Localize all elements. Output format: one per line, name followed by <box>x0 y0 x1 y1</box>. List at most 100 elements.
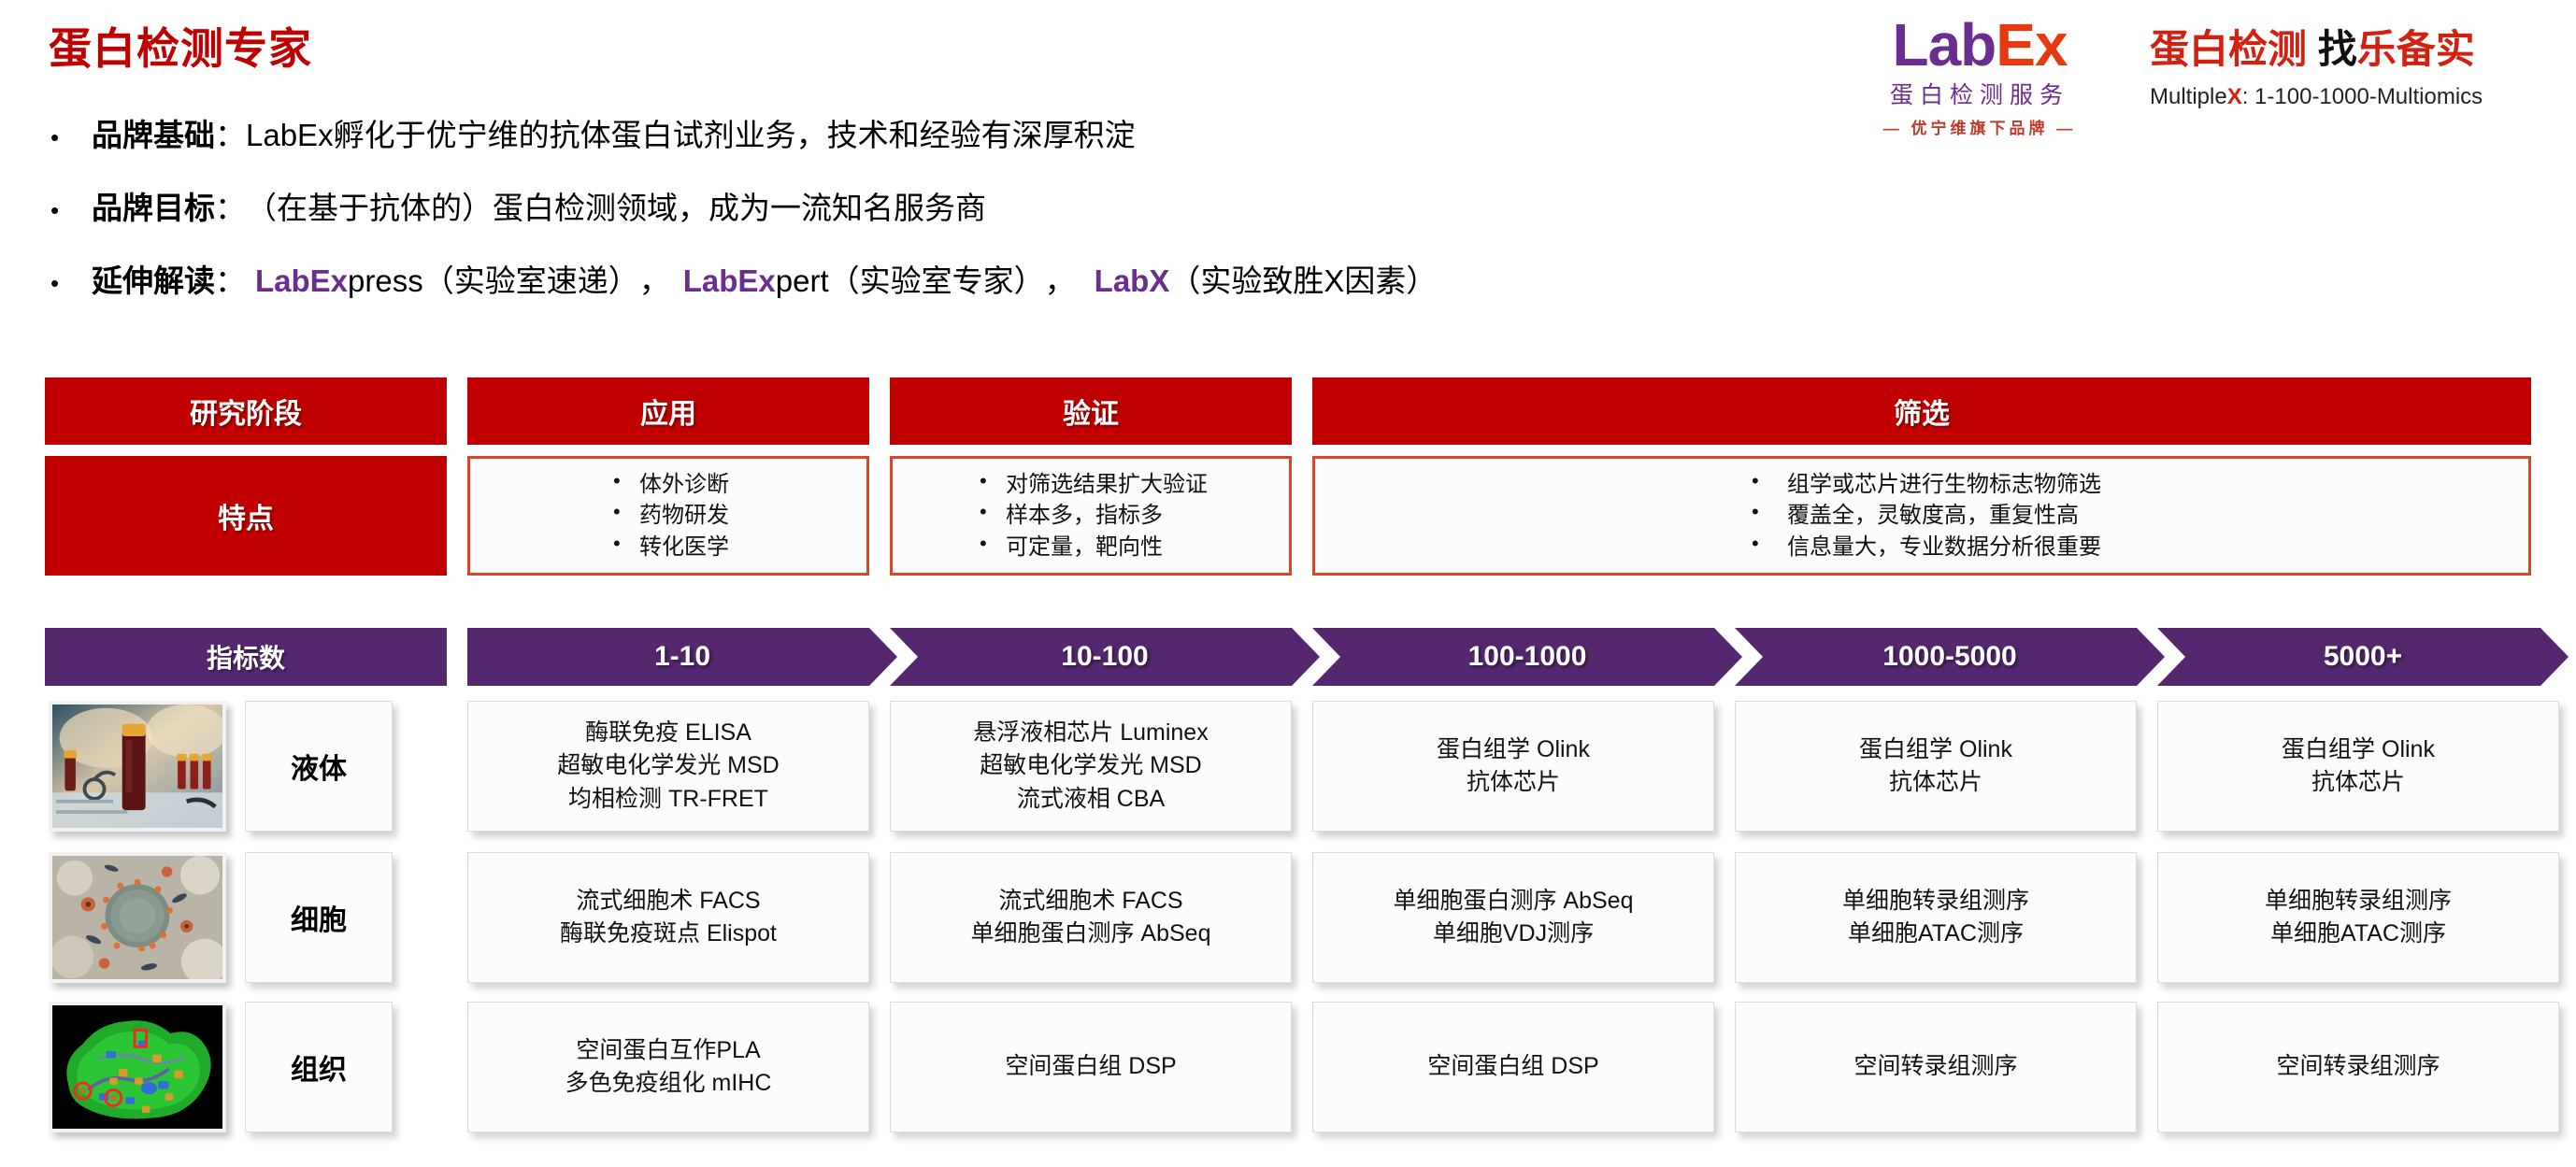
feature-list-screening: 组学或芯片进行生物标志物筛选 覆盖全，灵敏度高，重复性高 信息量大，专业数据分析… <box>1742 467 2101 562</box>
matrix-row-label-index-count: 指标数 <box>45 628 447 686</box>
cell-line: 单细胞VDJ测序 <box>1432 920 1595 946</box>
feature-item: 对筛选结果扩大验证 <box>974 467 1208 500</box>
matrix-header-stage-validation: 验证 <box>890 377 1292 445</box>
slogan-red-2: 乐备实 <box>2356 27 2475 71</box>
feature-list-application: 体外诊断 药物研发 转化医学 <box>608 467 729 562</box>
matrix-cell-liquid-2: 悬浮液相芯片 Luminex 超敏电化学发光 MSD 流式液相 CBA <box>890 701 1292 832</box>
matrix-cell-cell-3: 单细胞蛋白测序 AbSeq 单细胞VDJ测序 <box>1312 852 1714 983</box>
matrix-cell-liquid-5: 蛋白组学 Olink 抗体芯片 <box>2157 701 2559 832</box>
cell-line: 酶联免疫斑点 Elispot <box>560 920 777 946</box>
matrix-feature-cell-application: 体外诊断 药物研发 转化医学 <box>467 456 869 576</box>
matrix-cell-tissue-2: 空间蛋白组 DSP <box>890 1002 1292 1132</box>
bullet-1-text: LabEx孵化于优宁维的抗体蛋白试剂业务，技术和经验有深厚积淀 <box>246 118 1136 152</box>
bullet-1-key: 品牌基础 <box>92 118 215 152</box>
feature-item: 覆盖全，灵敏度高，重复性高 <box>1742 498 2101 531</box>
cell-line: 空间蛋白组 DSP <box>1005 1053 1177 1080</box>
slogan-sub: MultipleX: 1-100-1000-Multiomics <box>2150 84 2570 110</box>
feature-item: 药物研发 <box>608 498 729 531</box>
matrix-cell-liquid-1: 酶联免疫 ELISA 超敏电化学发光 MSD 均相检测 TR-FRET <box>467 701 869 832</box>
labexpress-prefix: LabEx <box>255 263 349 298</box>
slogan-red-1: 蛋白检测 <box>2150 27 2308 71</box>
cell-line: 单细胞转录组测序 <box>2264 887 2452 914</box>
labexpress-paren: （实验室速递） <box>422 263 639 298</box>
bullet-2-text: （在基于抗体的）蛋白检测领域，成为一流知名服务商 <box>246 191 986 225</box>
feature-item: 组学或芯片进行生物标志物筛选 <box>1742 467 2101 500</box>
cell-line: 超敏电化学发光 MSD <box>980 752 1202 779</box>
cell-line: 蛋白组学 Olink <box>1437 735 1590 762</box>
matrix-feature-cell-validation: 对筛选结果扩大验证 样本多，指标多 可定量，靶向性 <box>890 456 1292 576</box>
logo-tagline: — 优宁维旗下品牌 — <box>1882 120 2077 137</box>
cell-line: 空间蛋白组 DSP <box>1427 1053 1599 1080</box>
bullet-1-sep: ： <box>215 118 246 152</box>
labx-word: LabX <box>1094 263 1170 298</box>
cell-line: 悬浮液相芯片 Luminex <box>973 719 1209 746</box>
bullet-3-sep: ： <box>215 263 246 298</box>
cell-line: 空间蛋白互作PLA <box>576 1036 761 1063</box>
matrix-cell-tissue-1: 空间蛋白互作PLA 多色免疫组化 mIHC <box>467 1002 869 1132</box>
bullet-item-3: • 延伸解读 ： LabEx press （实验室速递）， LabEx pert （实验… <box>50 256 1789 308</box>
bullet-item-2: • 品牌目标 ： （在基于抗体的）蛋白检测领域，成为一流知名服务商 <box>50 183 1789 235</box>
bullet-3-comma-1: ， <box>638 263 670 298</box>
cell-line: 抗体芯片 <box>2311 769 2405 795</box>
logo-wordmark: LabEx <box>1839 15 2120 75</box>
cell-line: 空间转录组测序 <box>1853 1053 2018 1080</box>
thumbnail-liquid-sample <box>49 701 226 832</box>
labexpress-suffix: press <box>348 263 423 298</box>
matrix-cell-cell-2: 流式细胞术 FACS 单细胞蛋白测序 AbSeq <box>890 852 1292 983</box>
matrix-row-label-tissue: 组织 <box>245 1002 393 1132</box>
labexpert-prefix: LabEx <box>682 263 776 298</box>
cell-line: 单细胞ATAC测序 <box>1848 920 2024 946</box>
feature-item: 体外诊断 <box>608 467 729 500</box>
bullet-list: • 品牌基础 ： LabEx孵化于优宁维的抗体蛋白试剂业务，技术和经验有深厚积淀… <box>50 110 1789 329</box>
bullet-2-sep: ： <box>215 191 246 225</box>
cell-line: 酶联免疫 ELISA <box>585 719 751 746</box>
feature-item: 转化医学 <box>608 530 729 562</box>
feature-list-validation: 对筛选结果扩大验证 样本多，指标多 可定量，靶向性 <box>974 467 1208 562</box>
matrix-row-label-features: 特点 <box>45 456 447 576</box>
matrix-row-label-cell: 细胞 <box>245 852 393 983</box>
bullet-item-1: • 品牌基础 ： LabEx孵化于优宁维的抗体蛋白试剂业务，技术和经验有深厚积淀 <box>50 110 1789 163</box>
matrix-cell-liquid-4: 蛋白组学 Olink 抗体芯片 <box>1735 701 2137 832</box>
feature-item: 可定量，靶向性 <box>974 530 1208 562</box>
cell-line: 均相检测 TR-FRET <box>568 785 768 812</box>
slogan-main: 蛋白检测 找乐备实 <box>2150 27 2570 71</box>
matrix-index-range-3: 100-1000 <box>1312 628 1742 686</box>
matrix-cell-tissue-4: 空间转录组测序 <box>1735 1002 2137 1132</box>
cell-line: 抗体芯片 <box>1466 769 1560 795</box>
bullet-2-key: 品牌目标 <box>92 191 215 225</box>
thumbnail-cell-sample <box>49 852 226 983</box>
bullet-dot-icon: • <box>50 196 60 224</box>
cell-line: 流式细胞术 FACS <box>576 887 761 914</box>
matrix-header-stage-screening: 筛选 <box>1312 377 2531 445</box>
matrix-row-label-liquid: 液体 <box>245 701 393 832</box>
matrix-cell-liquid-3: 蛋白组学 Olink 抗体芯片 <box>1312 701 1714 832</box>
labex-logo: LabEx 蛋白检测服务 — 优宁维旗下品牌 — <box>1839 15 2120 138</box>
cell-line: 单细胞ATAC测序 <box>2270 920 2446 946</box>
thumbnail-tissue-sample <box>49 1002 226 1132</box>
bullet-dot-icon: • <box>50 123 60 151</box>
cell-line: 抗体芯片 <box>1888 769 1982 795</box>
logo-subtitle: 蛋白检测服务 <box>1889 82 2069 108</box>
matrix-index-range-2: 10-100 <box>890 628 1320 686</box>
cell-line: 蛋白组学 Olink <box>2282 735 2435 762</box>
slogan-sub-x: X <box>2226 84 2242 110</box>
bullet-3-key: 延伸解读 <box>92 263 215 298</box>
slogan-block: 蛋白检测 找乐备实 MultipleX: 1-100-1000-Multiomi… <box>2150 27 2570 110</box>
slogan-sub-rest: : 1-100-1000-Multiomics <box>2241 84 2483 110</box>
feature-item: 样本多，指标多 <box>974 498 1208 531</box>
matrix-feature-cell-screening: 组学或芯片进行生物标志物筛选 覆盖全，灵敏度高，重复性高 信息量大，专业数据分析… <box>1312 456 2531 576</box>
matrix-cell-tissue-3: 空间蛋白组 DSP <box>1312 1002 1714 1132</box>
matrix-header-stage-application: 应用 <box>467 377 869 445</box>
labexpert-paren: （实验室专家） <box>828 263 1045 298</box>
matrix-index-range-4: 1000-5000 <box>1735 628 2165 686</box>
logo-wordmark-lab: Lab <box>1892 11 1996 78</box>
cell-line: 超敏电化学发光 MSD <box>557 752 780 779</box>
matrix-header-stage: 研究阶段 <box>45 377 447 445</box>
bullet-dot-icon: • <box>50 269 60 297</box>
matrix-cell-tissue-5: 空间转录组测序 <box>2157 1002 2559 1132</box>
cell-line: 蛋白组学 Olink <box>1859 735 2012 762</box>
matrix-index-range-5: 5000+ <box>2157 628 2569 686</box>
cell-line: 单细胞蛋白测序 AbSeq <box>970 920 1211 946</box>
bullet-3-comma-2: ， <box>1044 263 1076 298</box>
